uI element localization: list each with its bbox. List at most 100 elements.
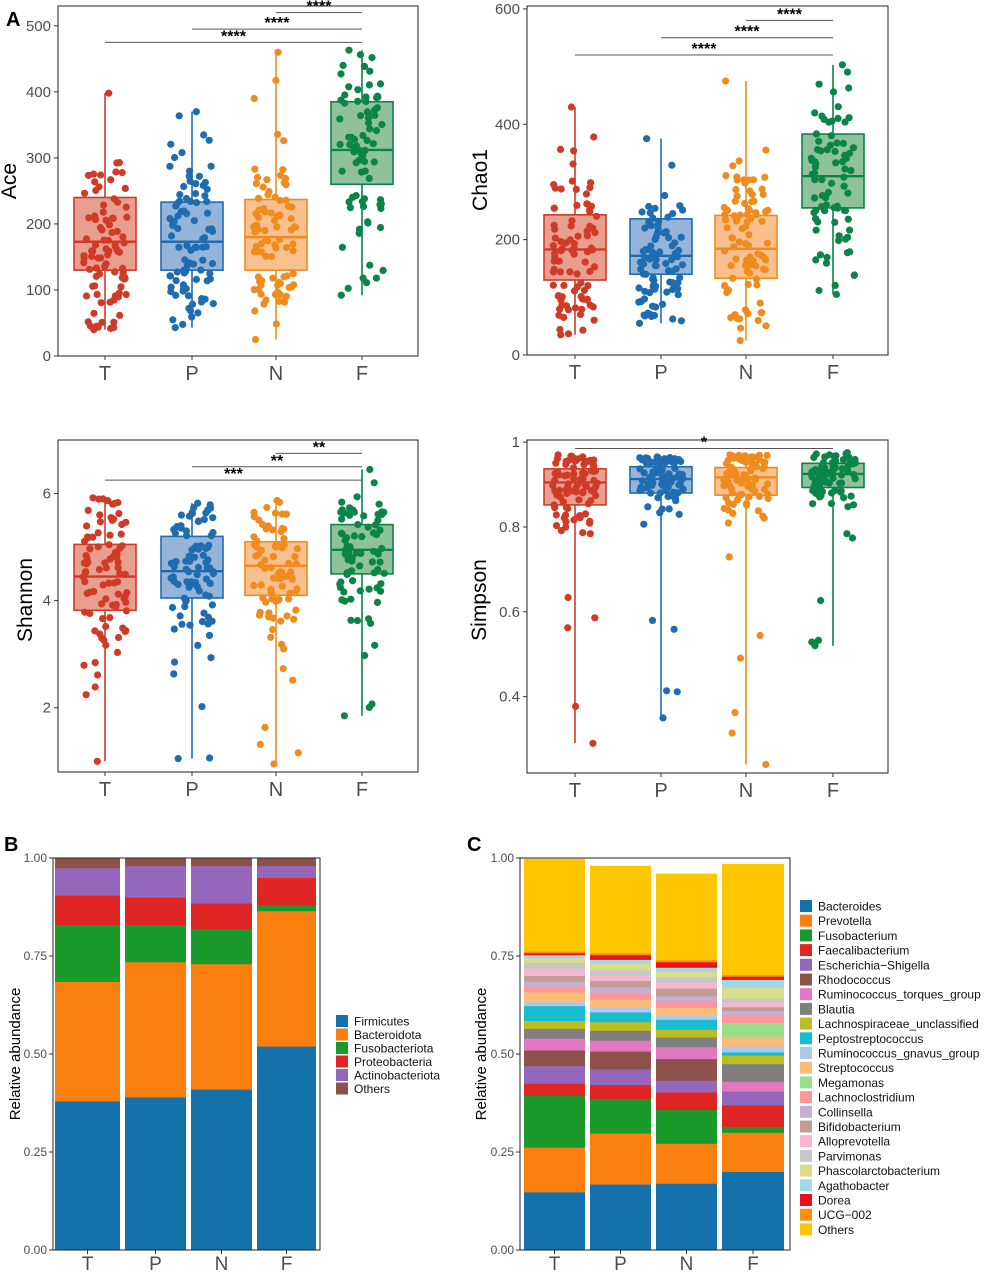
x-tick-label: P xyxy=(654,362,667,384)
point-T xyxy=(573,481,582,489)
point-F xyxy=(829,88,838,96)
point-N xyxy=(275,596,283,604)
point-T xyxy=(577,279,585,287)
point-P xyxy=(172,558,180,566)
point-T xyxy=(592,491,600,500)
point-P xyxy=(674,253,682,261)
legend-swatch xyxy=(336,1042,348,1054)
bar-segment-P xyxy=(590,1040,651,1052)
legend-label: Bifidobacterium xyxy=(818,1120,901,1134)
point-N xyxy=(271,290,279,298)
bar-segment-T xyxy=(524,1001,585,1007)
point-F xyxy=(836,479,844,487)
bar-segment-N xyxy=(656,1143,717,1184)
x-tick-label: F xyxy=(827,780,839,802)
bar-segment-T xyxy=(524,1038,585,1051)
point-N xyxy=(283,243,291,252)
bar-segment-T xyxy=(524,957,585,964)
point-N xyxy=(253,221,261,229)
bar-segment-T xyxy=(55,981,120,1102)
point-F xyxy=(346,504,354,512)
point-N xyxy=(283,272,291,280)
point-T xyxy=(572,185,580,193)
point-N xyxy=(747,453,755,461)
point-N xyxy=(733,496,742,504)
x-tick-label: T xyxy=(569,780,581,802)
point-F xyxy=(376,223,385,232)
point-P xyxy=(660,229,668,237)
point-N xyxy=(270,760,278,768)
bar-segment-N xyxy=(656,961,717,968)
point-N xyxy=(269,274,277,282)
point-N xyxy=(733,476,741,484)
point-T xyxy=(98,634,106,642)
point-F xyxy=(350,135,359,143)
y-tick-label: 4 xyxy=(43,593,51,610)
point-T xyxy=(550,221,558,229)
point-N xyxy=(289,247,297,255)
point-F xyxy=(341,91,349,99)
point-N xyxy=(276,171,285,179)
point-P xyxy=(185,172,193,180)
point-F xyxy=(370,479,378,487)
point-F xyxy=(350,532,358,540)
point-F xyxy=(368,558,376,566)
point-F xyxy=(845,114,853,122)
point-P xyxy=(189,260,198,268)
point-P xyxy=(167,140,175,148)
point-F xyxy=(348,557,356,565)
point-F xyxy=(839,158,847,166)
point-T xyxy=(120,239,128,247)
point-T xyxy=(100,236,108,244)
point-P xyxy=(209,300,217,308)
point-T xyxy=(579,489,587,497)
point-N xyxy=(262,252,270,260)
point-N xyxy=(277,617,285,625)
point-P xyxy=(201,192,209,200)
point-T xyxy=(99,581,107,589)
point-T xyxy=(562,485,570,493)
point-F xyxy=(353,617,362,625)
point-P xyxy=(646,255,654,263)
legend-label: Dorea xyxy=(818,1194,851,1208)
point-N xyxy=(264,522,272,530)
point-F xyxy=(364,219,372,227)
significance-label: **** xyxy=(735,24,761,41)
legend-label: Parvimonas xyxy=(818,1149,881,1163)
point-F xyxy=(374,510,382,518)
point-N xyxy=(259,183,267,191)
point-T xyxy=(581,480,589,489)
point-F xyxy=(824,188,833,197)
point-T xyxy=(582,190,591,198)
point-F xyxy=(371,111,379,119)
point-T xyxy=(122,203,130,211)
point-T xyxy=(91,212,99,220)
point-T xyxy=(84,506,92,514)
point-N xyxy=(736,337,744,345)
point-F xyxy=(832,290,841,298)
point-P xyxy=(192,199,201,207)
point-T xyxy=(564,330,573,338)
point-T xyxy=(119,270,127,278)
y-tick-label: 400 xyxy=(26,84,51,101)
point-F xyxy=(841,207,850,215)
point-F xyxy=(811,466,820,474)
point-F xyxy=(366,465,374,474)
point-F xyxy=(831,454,839,462)
point-T xyxy=(567,103,576,111)
point-P xyxy=(675,456,683,464)
point-F xyxy=(353,493,361,501)
point-N xyxy=(275,498,284,506)
point-T xyxy=(551,234,559,242)
point-P xyxy=(652,262,660,270)
x-tick-label: N xyxy=(739,780,753,802)
point-P xyxy=(203,198,211,206)
point-T xyxy=(86,265,94,273)
point-N xyxy=(251,307,259,315)
point-N xyxy=(738,225,746,233)
point-F xyxy=(363,279,371,287)
point-F xyxy=(815,137,823,145)
legend-label: Fusobacterium xyxy=(818,929,897,943)
x-tick-label: N xyxy=(269,779,283,801)
